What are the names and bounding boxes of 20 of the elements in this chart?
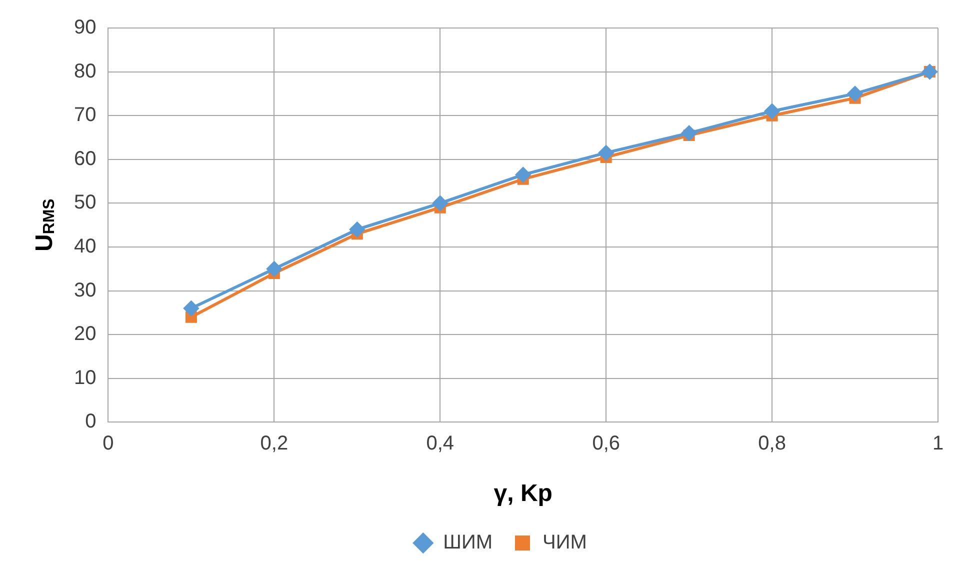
x-axis-title: γ, Kp bbox=[494, 480, 552, 508]
y-tick-label: 60 bbox=[74, 148, 96, 170]
x-tick-label: 0 bbox=[102, 432, 114, 455]
y-tick-label: 30 bbox=[74, 279, 96, 302]
y-tick-label: 0 bbox=[85, 410, 96, 433]
x-tick-label: 0,6 bbox=[592, 432, 620, 455]
x-tick-label: 0,8 bbox=[758, 432, 786, 455]
y-tick-label: 90 bbox=[74, 16, 96, 39]
legend-label: ЧИМ bbox=[542, 532, 587, 554]
y-tick-label: 80 bbox=[74, 60, 96, 82]
y-tick-label: 50 bbox=[74, 192, 96, 214]
x-tick-label: 0,2 bbox=[260, 432, 288, 455]
y-tick-label: 10 bbox=[74, 366, 96, 389]
x-tick-label: 1 bbox=[932, 432, 944, 455]
x-tick-label: 0,4 bbox=[426, 432, 454, 455]
y-axis-title: URMS bbox=[31, 198, 58, 252]
legend-label: ШИМ bbox=[443, 532, 493, 554]
y-tick-label: 20 bbox=[74, 323, 96, 346]
y-tick-label: 40 bbox=[74, 236, 96, 258]
y-tick-label: 70 bbox=[74, 104, 96, 126]
